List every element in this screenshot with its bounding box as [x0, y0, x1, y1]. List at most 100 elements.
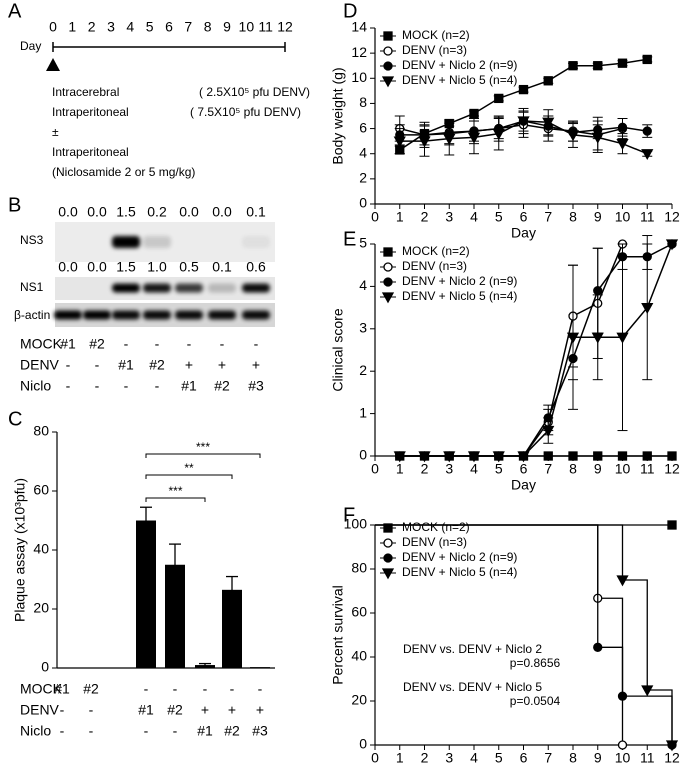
significance-bracket	[145, 497, 206, 502]
lane-cell: #2	[149, 357, 165, 373]
significance-label: ***	[168, 484, 182, 498]
lane-cell: -	[173, 723, 178, 739]
marker	[616, 332, 629, 344]
lane-cell: -	[144, 723, 149, 739]
lane-cell: +	[201, 702, 209, 718]
x-tick-label: 8	[569, 209, 577, 225]
significance-bracket	[145, 474, 233, 479]
bar	[136, 520, 156, 668]
panel-label: F	[343, 504, 355, 526]
marker	[566, 332, 580, 344]
legend-marker	[383, 46, 393, 56]
x-tick-label: 12	[664, 750, 680, 763]
significance-bracket	[145, 453, 261, 458]
marker	[667, 451, 677, 461]
legend-label: DENV (n=3)	[402, 43, 467, 57]
x-tick-label: 12	[664, 461, 680, 477]
marker	[443, 133, 456, 145]
marker	[593, 451, 603, 461]
lane-cell: -	[220, 336, 225, 352]
legend-marker	[381, 568, 395, 580]
marker	[467, 451, 481, 463]
lane-cell: -	[95, 357, 100, 373]
y-axis-label: Percent survival	[330, 585, 346, 685]
blot-band	[143, 283, 171, 293]
panel-label: B	[8, 194, 21, 216]
x-tick-label: 8	[569, 750, 577, 763]
lane-cell: -	[173, 681, 178, 697]
marker	[665, 239, 679, 251]
y-tick-label: 10	[351, 69, 367, 85]
x-tick-label: 7	[544, 461, 552, 477]
blot-row-label: NS1	[20, 280, 44, 294]
lane-cell: -	[95, 378, 100, 394]
marker	[617, 58, 628, 68]
x-tick-label: 9	[594, 750, 602, 763]
stat-annotation: p=0.8656	[510, 656, 561, 670]
y-tick-label: 80	[33, 423, 49, 439]
x-tick-label: 0	[371, 750, 379, 763]
y-tick-label: 40	[351, 648, 367, 664]
lane-cell: #3	[248, 378, 264, 394]
legend-label: DENV + Niclo 5 (n=4)	[402, 289, 517, 303]
panel-label: C	[8, 408, 22, 430]
lane-cell: -	[60, 723, 65, 739]
blot-band	[242, 310, 270, 320]
lane-cell: +	[228, 702, 236, 718]
lane-cell: #2	[224, 723, 240, 739]
timeline-day: 4	[126, 19, 134, 35]
y-tick-label: 12	[351, 44, 367, 60]
band-ratio: 0.0	[179, 204, 199, 220]
timeline-day: 3	[107, 19, 115, 35]
legend-marker	[383, 523, 393, 533]
x-tick-label: 7	[544, 209, 552, 225]
x-tick-label: 3	[445, 750, 453, 763]
timeline-day: 5	[146, 19, 154, 35]
y-tick-label: 100	[344, 516, 368, 532]
band-ratio: 1.5	[116, 259, 136, 275]
x-tick-label: 12	[664, 209, 680, 225]
lane-cell: #2	[89, 336, 105, 352]
x-tick-label: 5	[495, 209, 503, 225]
y-tick-label: 5	[359, 235, 367, 251]
y-tick-label: 20	[351, 692, 367, 708]
band-ratio: 0.0	[212, 204, 232, 220]
lane-cell: -	[66, 378, 71, 394]
marker	[617, 691, 628, 701]
marker	[617, 451, 628, 461]
marker	[642, 126, 652, 136]
lane-cell: #2	[214, 378, 230, 394]
marker	[665, 740, 679, 752]
lane-cell: -	[258, 681, 263, 697]
y-tick-label: 2	[359, 170, 367, 186]
blot-band	[208, 283, 236, 293]
y-axis-label: Clinical score	[330, 308, 346, 391]
legend-marker	[383, 31, 393, 41]
lane-row-label: MOCK	[20, 336, 63, 352]
bar	[165, 564, 185, 668]
blot-band	[54, 310, 82, 320]
band-ratio: 0.5	[179, 259, 199, 275]
y-tick-label: 0	[359, 736, 367, 752]
y-axis-label: Plaque assay (x10³pfu)	[12, 478, 28, 622]
significance-label: ***	[196, 440, 210, 454]
x-tick-label: 4	[470, 750, 478, 763]
legend-marker	[383, 61, 393, 71]
marker	[641, 685, 654, 697]
x-tick-label: 6	[520, 750, 528, 763]
timeline-day: 0	[49, 19, 57, 35]
x-tick-label: 2	[421, 750, 429, 763]
legend-label: MOCK (n=2)	[402, 28, 470, 42]
marker	[492, 451, 505, 463]
marker	[418, 136, 431, 148]
lane-cell: +	[256, 702, 264, 718]
treatment-text: Intraperitoneal	[52, 105, 129, 119]
y-tick-label: 2	[359, 362, 367, 378]
blot-band	[242, 236, 270, 248]
injection-arrow	[46, 58, 60, 71]
timeline-day: 11	[258, 19, 273, 35]
x-tick-label: 2	[421, 209, 429, 225]
marker	[641, 149, 654, 161]
lane-cell: #1	[118, 357, 134, 373]
legend-label: DENV + Niclo 5 (n=4)	[402, 73, 517, 87]
